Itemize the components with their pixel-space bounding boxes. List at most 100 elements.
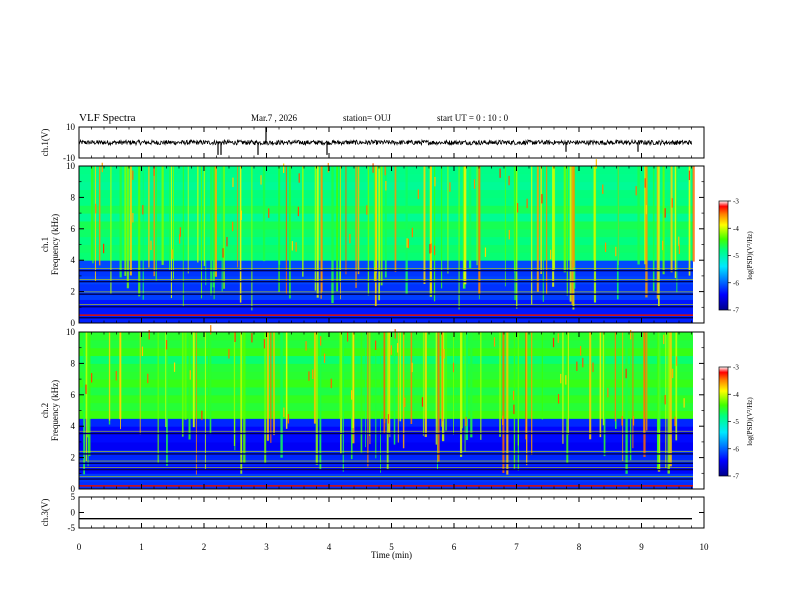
spectro-sferic-ch1-14 <box>380 166 383 286</box>
spectro-sferic-ch2-26 <box>207 332 210 420</box>
spectro-sferic-ch1-95 <box>197 166 199 263</box>
spectro-hotspot-ch2-56 <box>576 361 578 371</box>
spectro-hotspot-ch1-59 <box>226 236 228 247</box>
spectro-hotspot-ch1-41 <box>417 189 419 199</box>
spectro-sferic-ch2-50 <box>88 332 91 457</box>
spectro-hotspot-ch2-44 <box>346 332 349 342</box>
spectro-sferic-ch1-23 <box>573 166 575 268</box>
spectro-band-ch1-0 <box>79 315 693 324</box>
spectro-sferic-ch1-77 <box>129 166 132 276</box>
spectro-dark-line-ch1-2 <box>79 293 693 295</box>
y-tick-label-ch1-0: -10 <box>63 153 75 163</box>
spectro-sferic-ch2-101 <box>360 332 363 453</box>
spectro-sferic-ch2-103 <box>315 332 318 465</box>
spectro-sferic-ch2-64 <box>341 332 343 436</box>
spectro-yellow-line-ch1-3 <box>79 279 693 280</box>
spectro-sferic-ch2-104 <box>603 332 606 457</box>
spectro-sferic-ch2-37 <box>599 332 602 438</box>
colorbar-label-ch2: log(PSD)(V²/Hz) <box>746 397 754 446</box>
spectro-sferic-ch1-65 <box>662 166 665 275</box>
spectro-hotspot-ch2-26 <box>283 407 285 417</box>
spectro-sferic-ch1-81 <box>237 166 239 268</box>
spectro-sferic-ch2-68 <box>441 332 443 427</box>
spectro-dark-line-ch2-2 <box>79 462 693 465</box>
spectro-sferic-ch1-89 <box>340 166 341 300</box>
y-tick-label-ch1-3: 6 <box>71 224 76 234</box>
spectro-hotspot-ch2-51 <box>404 397 406 408</box>
spectro-hotspot-ch1-40 <box>297 206 299 217</box>
spectro-hotspot-ch2-19 <box>387 414 389 424</box>
y-tick-label-ch2-4: 8 <box>71 358 76 368</box>
spectro-sferic-ch2-98 <box>422 332 424 436</box>
y-tick-label-ch1-5: 10 <box>66 161 76 171</box>
spectro-hotspot-ch2-37 <box>148 330 150 340</box>
colorbar-tick-label-ch1-3: -6 <box>733 279 739 287</box>
spectro-sferic-ch1-94 <box>320 166 322 299</box>
spectro-band-ch2-15 <box>79 363 693 372</box>
x-tick-label-5: 5 <box>389 542 394 552</box>
spectro-hotspot-ch1-10 <box>295 242 297 252</box>
spectro-hotspot-ch1-47 <box>268 208 270 218</box>
spectro-hotspot-ch1-1 <box>150 240 152 251</box>
colorbar-label-ch1: log(PSD)(V²/Hz) <box>746 231 754 280</box>
colorbar-ch2 <box>718 366 729 477</box>
spectro-sferic-ch2-109 <box>192 332 195 428</box>
spectro-hotspot-ch2-35 <box>676 356 678 366</box>
spectro-sferic-ch2-81 <box>665 332 667 469</box>
spectro-hotspot-ch1-44 <box>298 173 300 183</box>
spectro-sferic-ch2-59 <box>380 332 381 473</box>
spectro-sferic-ch2-100 <box>480 332 482 440</box>
y-tick-label-ch2-0: 0 <box>71 484 76 494</box>
spectro-sferic-ch2-82 <box>614 332 617 422</box>
spectro-hotspot-ch1-7 <box>179 234 181 244</box>
spectro-hotspot-ch2-46 <box>320 336 322 346</box>
spectro-sferic-ch2-44 <box>342 332 344 472</box>
spectro-sferic-ch1-82 <box>504 166 506 287</box>
spectro-hotspot-ch2-15 <box>91 373 93 383</box>
spectro-sferic-ch2-9 <box>313 332 316 424</box>
spectro-sferic-ch1-108 <box>170 166 172 299</box>
spectro-sferic-ch1-52 <box>676 166 678 293</box>
spectro-sferic-ch2-105 <box>369 332 371 436</box>
spectro-sferic-ch1-31 <box>515 166 518 309</box>
spectro-sferic-ch1-71 <box>239 166 242 303</box>
spectro-hotspot-ch2-13 <box>630 329 632 340</box>
spectro-sferic-ch1-54 <box>214 166 218 277</box>
spectro-ylabel-ch1-1: Frequency (kHz) <box>50 214 60 275</box>
spectro-hotspot-ch2-18 <box>582 357 584 368</box>
x-tick-label-8: 8 <box>577 542 582 552</box>
spectro-sferic-ch1-41 <box>458 166 460 310</box>
spectro-band-ch2-9 <box>79 410 693 419</box>
spectro-hotspot-ch2-1 <box>115 370 117 381</box>
spectro-sferic-ch1-6 <box>540 166 542 274</box>
spectro-sferic-ch1-105 <box>374 166 377 307</box>
spectro-sferic-ch2-65 <box>513 332 516 469</box>
x-tick-label-4: 4 <box>327 542 332 552</box>
spectro-sferic-ch1-79 <box>142 166 144 300</box>
spectro-hotspot-ch2-53 <box>560 373 562 384</box>
spectro-sferic-ch2-21 <box>233 332 236 446</box>
spectro-hotspot-ch2-33 <box>210 325 212 335</box>
spectro-sferic-ch1-102 <box>433 166 436 302</box>
spectro-hotspot-ch1-5 <box>433 245 436 256</box>
spectro-hotspot-ch1-33 <box>430 243 433 253</box>
spectro-sferic-ch1-106 <box>223 166 225 289</box>
spectro-hotspot-ch2-14 <box>632 416 635 426</box>
spectro-hotspot-ch2-7 <box>305 341 307 351</box>
spectro-sferic-ch1-20 <box>124 166 127 276</box>
spectro-sferic-ch1-109 <box>384 166 387 278</box>
spectro-hotspot-ch2-38 <box>201 410 203 421</box>
spectro-sferic-ch2-91 <box>589 332 592 440</box>
spectro-band-ch1-5 <box>79 275 693 285</box>
spectro-sferic-ch2-73 <box>441 332 445 442</box>
spectro-sferic-ch1-80 <box>566 166 568 296</box>
spectro-hotspot-ch1-54 <box>407 238 409 249</box>
spectro-sferic-ch1-67 <box>336 166 339 292</box>
spectro-hotspot-ch1-32 <box>429 244 431 254</box>
spectro-ylabel-ch2-0: ch.2 <box>40 403 50 418</box>
spectro-sferic-ch2-53 <box>437 332 440 462</box>
spectro-sferic-ch2-72 <box>375 332 377 459</box>
spectro-band-ch2-17 <box>79 347 693 357</box>
spectro-sferic-ch1-103 <box>172 166 175 279</box>
spectro-hotspot-ch1-16 <box>688 170 690 181</box>
